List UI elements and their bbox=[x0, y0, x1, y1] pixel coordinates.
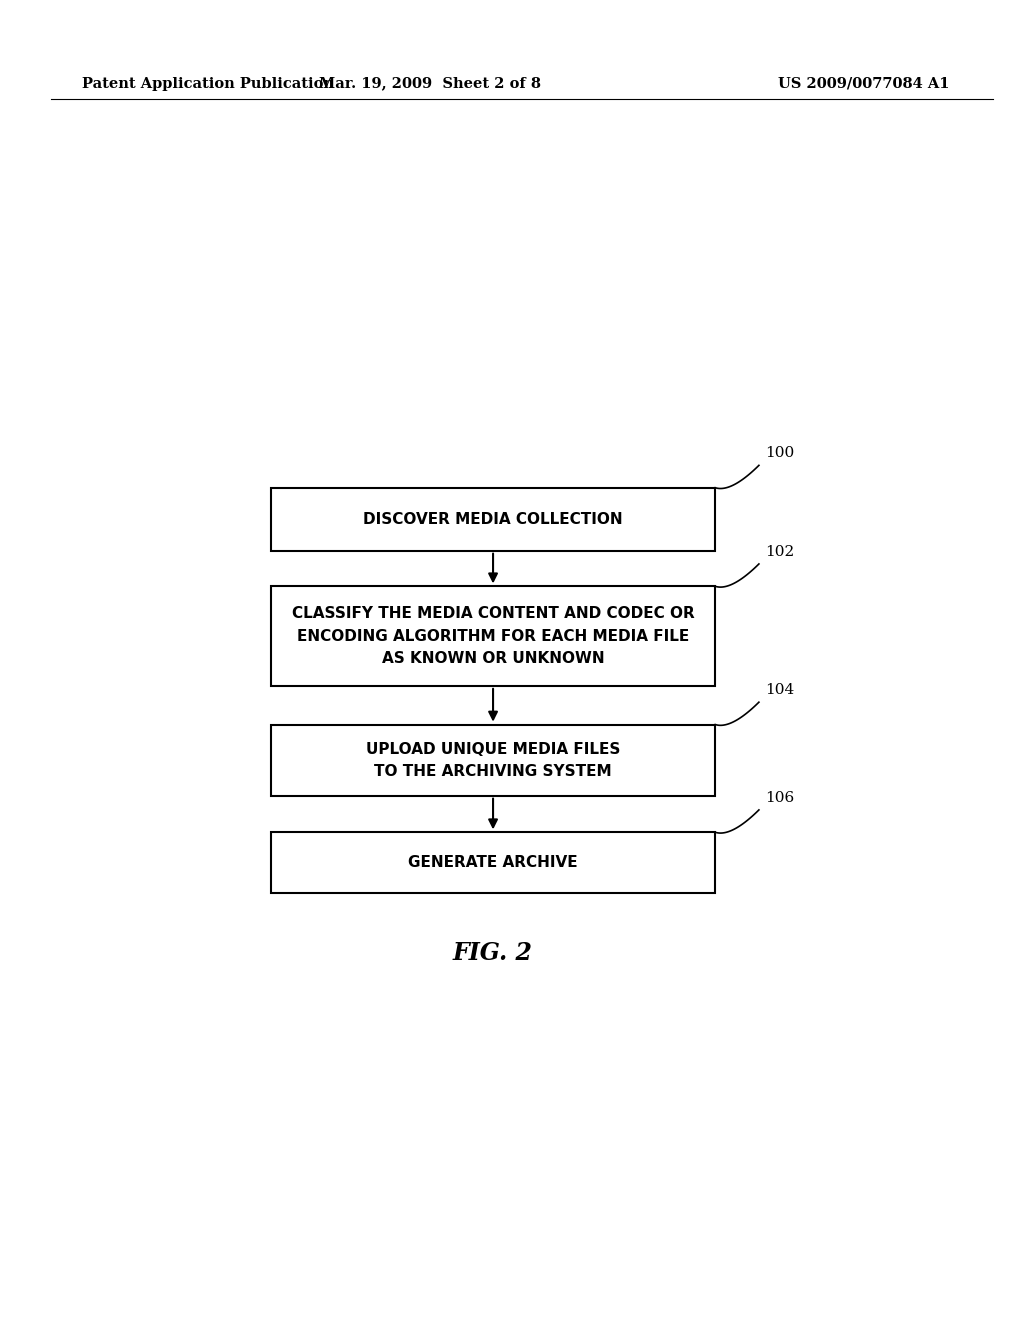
Text: GENERATE ARCHIVE: GENERATE ARCHIVE bbox=[409, 855, 578, 870]
Text: Patent Application Publication: Patent Application Publication bbox=[82, 77, 334, 91]
Text: 104: 104 bbox=[765, 682, 795, 697]
Bar bbox=[270, 725, 715, 796]
Text: US 2009/0077084 A1: US 2009/0077084 A1 bbox=[778, 77, 949, 91]
Bar bbox=[270, 586, 715, 686]
Text: DISCOVER MEDIA COLLECTION: DISCOVER MEDIA COLLECTION bbox=[364, 512, 623, 527]
Text: 100: 100 bbox=[765, 446, 795, 461]
Text: 102: 102 bbox=[765, 545, 795, 558]
Bar bbox=[270, 487, 715, 550]
Text: FIG. 2: FIG. 2 bbox=[453, 941, 534, 965]
Text: CLASSIFY THE MEDIA CONTENT AND CODEC OR
ENCODING ALGORITHM FOR EACH MEDIA FILE
A: CLASSIFY THE MEDIA CONTENT AND CODEC OR … bbox=[292, 606, 694, 665]
Text: UPLOAD UNIQUE MEDIA FILES
TO THE ARCHIVING SYSTEM: UPLOAD UNIQUE MEDIA FILES TO THE ARCHIVI… bbox=[366, 742, 621, 779]
Text: 106: 106 bbox=[765, 791, 795, 805]
Text: Mar. 19, 2009  Sheet 2 of 8: Mar. 19, 2009 Sheet 2 of 8 bbox=[319, 77, 541, 91]
Bar bbox=[270, 833, 715, 894]
